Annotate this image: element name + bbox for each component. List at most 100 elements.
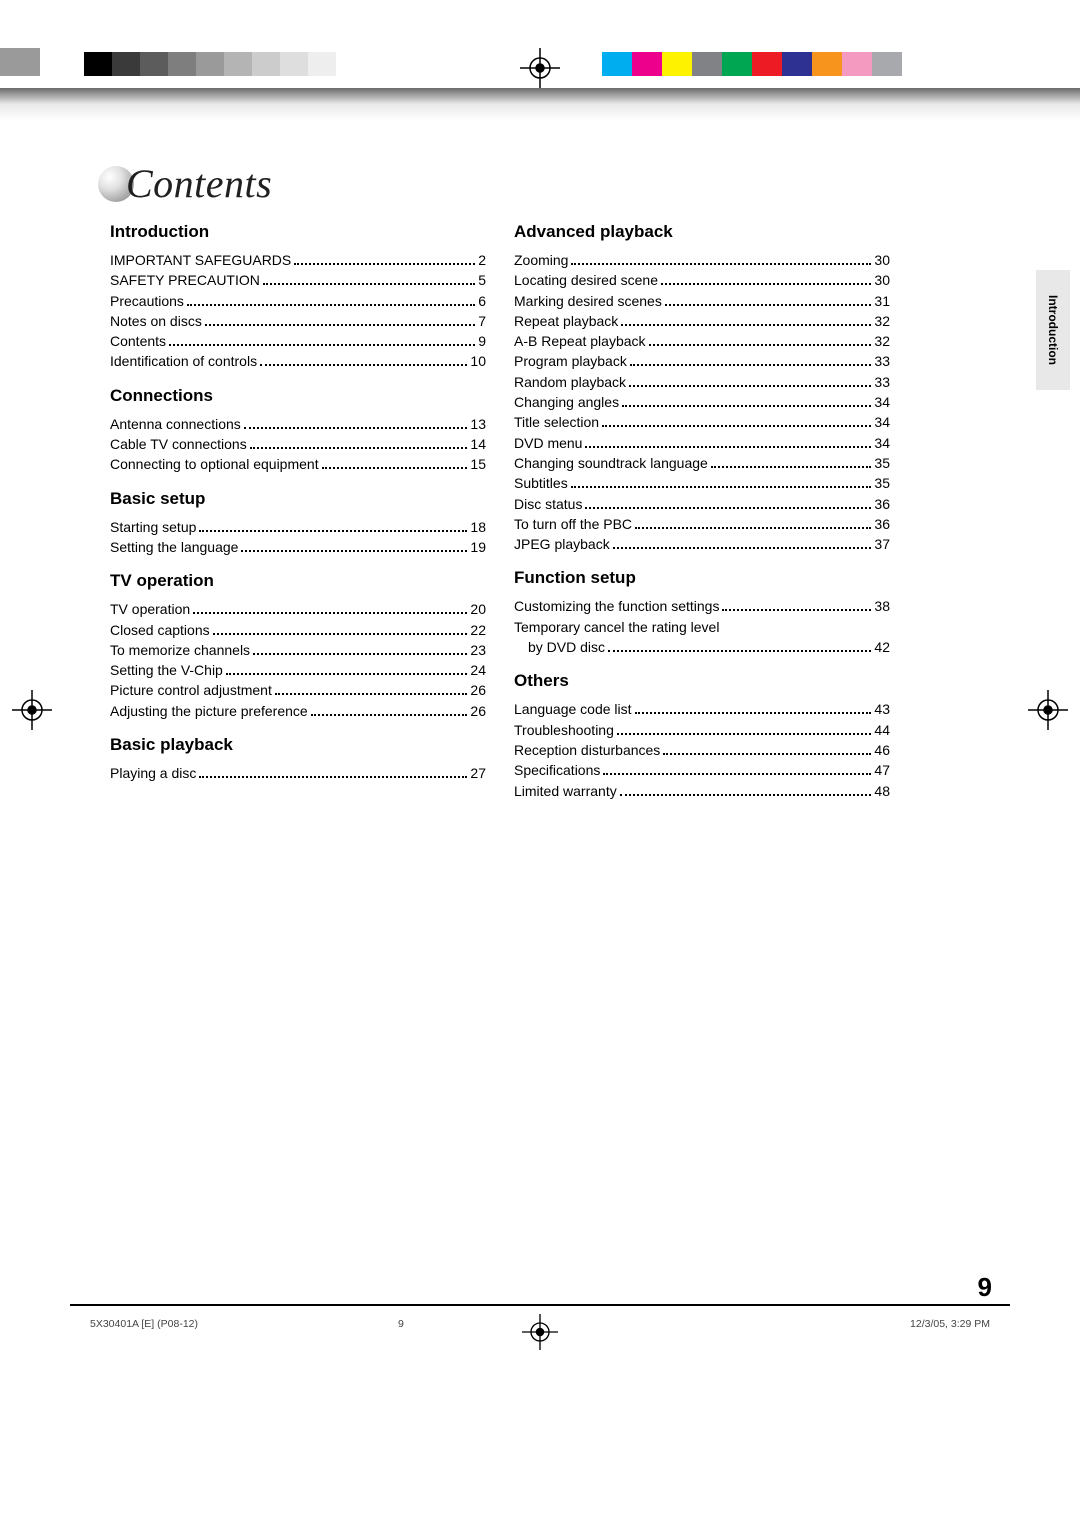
toc-dots xyxy=(661,283,871,285)
toc-page: 26 xyxy=(470,701,486,721)
toc-dots xyxy=(585,507,871,509)
section-heading: Function setup xyxy=(514,568,890,588)
print-calibration-area xyxy=(0,0,1080,120)
toc-label: Connecting to optional equipment xyxy=(110,454,319,474)
toc-columns: IntroductionIMPORTANT SAFEGUARDS2SAFETY … xyxy=(110,222,890,801)
swatch xyxy=(280,52,308,76)
swatch xyxy=(602,52,632,76)
toc-label: Customizing the function settings xyxy=(514,596,719,616)
toc-label: Specifications xyxy=(514,760,600,780)
toc-label: DVD menu xyxy=(514,433,582,453)
swatch xyxy=(662,52,692,76)
toc-item: Zooming30 xyxy=(514,250,890,270)
toc-label: Precautions xyxy=(110,291,184,311)
toc-page: 33 xyxy=(874,372,890,392)
toc-item: Adjusting the picture preference26 xyxy=(110,701,486,721)
toc-label: Language code list xyxy=(514,699,632,719)
swatch xyxy=(692,52,722,76)
toc-page: 30 xyxy=(874,250,890,270)
toc-label: Locating desired scene xyxy=(514,270,658,290)
toc-page: 30 xyxy=(874,270,890,290)
toc-dots xyxy=(294,263,475,265)
swatch xyxy=(112,52,140,76)
toc-page: 44 xyxy=(874,720,890,740)
swatch xyxy=(140,52,168,76)
toc-label: Setting the language xyxy=(110,537,238,557)
toc-page: 6 xyxy=(478,291,486,311)
toc-label: Troubleshooting xyxy=(514,720,614,740)
toc-page: 47 xyxy=(874,760,890,780)
toc-dots xyxy=(199,530,467,532)
toc-dots xyxy=(635,527,871,529)
toc-label: Changing angles xyxy=(514,392,619,412)
toc-page: 32 xyxy=(874,311,890,331)
gray-gradient xyxy=(0,88,1080,120)
toc-item: Contents9 xyxy=(110,331,486,351)
toc-item: DVD menu 34 xyxy=(514,433,890,453)
toc-page: 46 xyxy=(874,740,890,760)
toc-item: Marking desired scenes31 xyxy=(514,291,890,311)
toc-item: IMPORTANT SAFEGUARDS2 xyxy=(110,250,486,270)
toc-dots xyxy=(620,794,872,796)
toc-label: Disc status xyxy=(514,494,582,514)
swatch xyxy=(252,52,280,76)
toc-item: Customizing the function settings 38 xyxy=(514,596,890,616)
toc-dots xyxy=(649,344,872,346)
section-heading: Connections xyxy=(110,386,486,406)
toc-page: 34 xyxy=(874,433,890,453)
toc-dots xyxy=(635,712,872,714)
toc-label: Closed captions xyxy=(110,620,210,640)
toc-dots xyxy=(722,609,871,611)
toc-dots xyxy=(187,304,475,306)
toc-page: 24 xyxy=(470,660,486,680)
section-heading: Others xyxy=(514,671,890,691)
toc-dots xyxy=(275,693,468,695)
toc-page: 36 xyxy=(874,514,890,534)
swatch xyxy=(84,52,112,76)
toc-dots xyxy=(250,447,468,449)
toc-item: Identification of controls10 xyxy=(110,351,486,371)
swatch xyxy=(308,52,336,76)
toc-page: 43 xyxy=(874,699,890,719)
toc-page: 15 xyxy=(470,454,486,474)
toc-item: To memorize channels23 xyxy=(110,640,486,660)
swatch xyxy=(752,52,782,76)
toc-page: 13 xyxy=(470,414,486,434)
toc-page: 38 xyxy=(874,596,890,616)
toc-label: Picture control adjustment xyxy=(110,680,272,700)
toc-dots xyxy=(608,650,871,652)
toc-item: A-B Repeat playback32 xyxy=(514,331,890,351)
toc-page: 18 xyxy=(470,517,486,537)
toc-page: 23 xyxy=(470,640,486,660)
toc-item: Precautions 6 xyxy=(110,291,486,311)
toc-label: Title selection xyxy=(514,412,599,432)
toc-label: Repeat playback xyxy=(514,311,618,331)
toc-label: Playing a disc xyxy=(110,763,196,783)
toc-item: Changing soundtrack language35 xyxy=(514,453,890,473)
toc-label: Reception disturbances xyxy=(514,740,660,760)
toc-item: Repeat playback 32 xyxy=(514,311,890,331)
registration-mark-left xyxy=(12,690,52,730)
toc-dots xyxy=(613,547,872,549)
toc-item: Reception disturbances 46 xyxy=(514,740,890,760)
toc-item: Locating desired scene 30 xyxy=(514,270,890,290)
toc-dots xyxy=(585,446,871,448)
grayscale-swatches xyxy=(84,52,364,76)
toc-dots xyxy=(571,263,871,265)
footer-timestamp: 12/3/05, 3:29 PM xyxy=(910,1318,990,1330)
toc-dots xyxy=(244,427,468,429)
toc-item: Language code list 43 xyxy=(514,699,890,719)
toc-item: Notes on discs7 xyxy=(110,311,486,331)
toc-item: Setting the language 19 xyxy=(110,537,486,557)
toc-page: 42 xyxy=(874,637,890,657)
toc-label: Marking desired scenes xyxy=(514,291,662,311)
toc-dots xyxy=(711,466,872,468)
toc-dots xyxy=(322,467,468,469)
toc-item: Picture control adjustment26 xyxy=(110,680,486,700)
toc-item: Title selection34 xyxy=(514,412,890,432)
toc-page: 19 xyxy=(470,537,486,557)
toc-label: IMPORTANT SAFEGUARDS xyxy=(110,250,291,270)
toc-label: Program playback xyxy=(514,351,627,371)
toc-label: Setting the V-Chip xyxy=(110,660,223,680)
toc-page: 22 xyxy=(470,620,486,640)
